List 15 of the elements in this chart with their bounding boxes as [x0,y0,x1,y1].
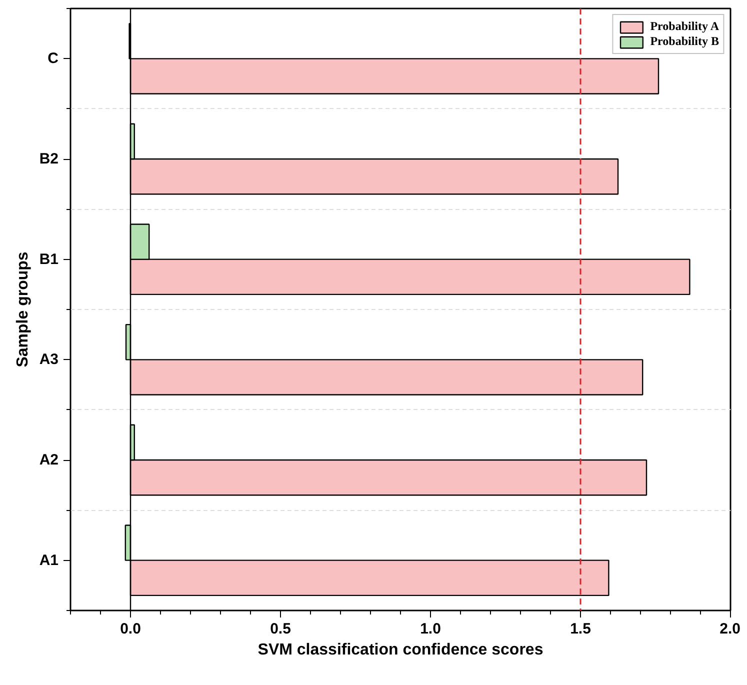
x-axis-title: SVM classification confidence scores [258,642,544,658]
x-tick-label: 0.5 [270,620,291,638]
x-tick-label: 2.0 [720,620,741,638]
x-tick-label: 1.5 [570,620,591,638]
x-tick-label: 0.0 [120,620,141,638]
y-tick-label: A1 [39,552,59,569]
y-tick-label: A3 [39,351,59,368]
x-tick-label: 1.0 [420,620,441,638]
y-tick-label: A2 [39,452,59,468]
y-tick-label: B1 [39,250,59,268]
y-tick-label: B2 [39,150,59,168]
legend-label: Probability B [650,34,719,49]
y-axis-title: Sample groups [14,252,32,368]
y-tick-label: C [48,50,59,68]
legend-label: Probability A [650,19,719,34]
